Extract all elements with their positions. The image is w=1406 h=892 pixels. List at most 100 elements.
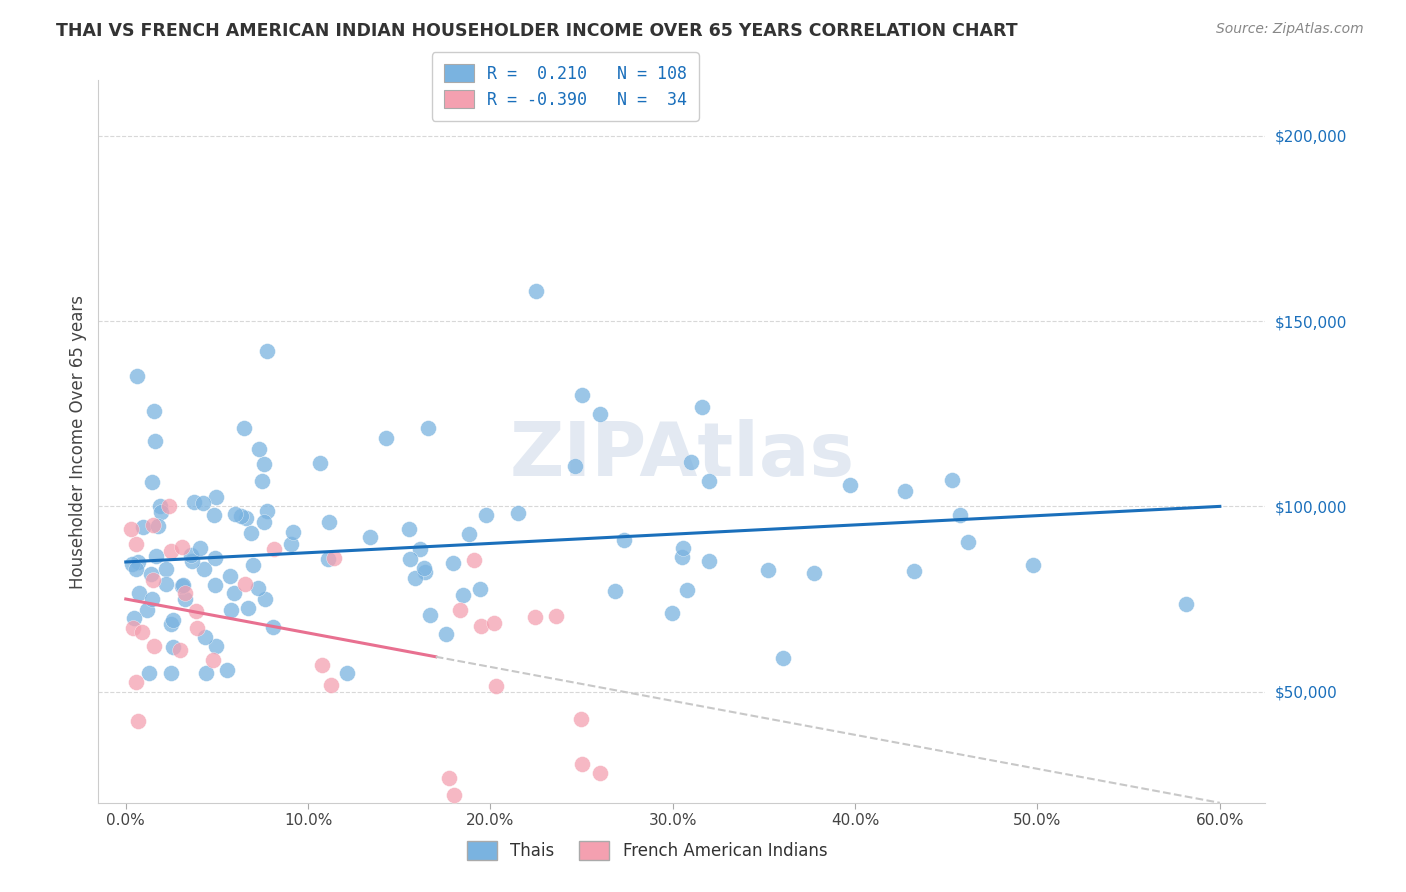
Point <box>957 534 980 549</box>
Point <box>120 522 142 536</box>
Point <box>419 607 441 622</box>
Point <box>233 577 256 591</box>
Point <box>571 388 593 402</box>
Point <box>160 616 183 631</box>
Point <box>311 657 333 672</box>
Legend: Thais, French American Indians: Thais, French American Indians <box>460 835 834 867</box>
Point <box>404 571 426 585</box>
Point <box>204 551 226 566</box>
Point <box>697 554 720 568</box>
Point <box>180 549 202 563</box>
Point <box>613 533 636 547</box>
Point <box>188 541 211 555</box>
Point <box>219 568 242 582</box>
Point <box>121 557 143 571</box>
Point <box>142 639 165 653</box>
Point <box>434 626 457 640</box>
Point <box>155 577 177 591</box>
Point <box>416 421 439 435</box>
Point <box>221 602 243 616</box>
Point <box>903 564 925 578</box>
Point <box>143 434 166 449</box>
Point <box>482 616 505 631</box>
Point <box>138 666 160 681</box>
Point <box>142 573 165 587</box>
Point <box>1021 558 1043 572</box>
Point <box>247 442 270 456</box>
Point <box>671 541 693 556</box>
Point <box>253 515 276 529</box>
Point <box>127 714 149 728</box>
Point <box>803 566 825 580</box>
Point <box>508 506 530 520</box>
Point <box>202 653 225 667</box>
Point <box>125 561 148 575</box>
Point <box>437 772 460 786</box>
Point <box>125 537 148 551</box>
Point <box>359 530 381 544</box>
Point <box>262 619 284 633</box>
Point <box>172 541 194 555</box>
Point <box>949 508 972 522</box>
Point <box>183 494 205 508</box>
Point <box>157 500 180 514</box>
Point <box>246 581 269 595</box>
Point <box>202 508 225 523</box>
Point <box>485 679 508 693</box>
Point <box>127 555 149 569</box>
Text: THAI VS FRENCH AMERICAN INDIAN HOUSEHOLDER INCOME OVER 65 YEARS CORRELATION CHAR: THAI VS FRENCH AMERICAN INDIAN HOUSEHOLD… <box>56 22 1018 40</box>
Point <box>191 495 214 509</box>
Point <box>263 542 285 557</box>
Point <box>676 582 699 597</box>
Point <box>224 507 246 521</box>
Point <box>128 586 150 600</box>
Point <box>679 455 702 469</box>
Point <box>375 431 398 445</box>
Point <box>308 456 330 470</box>
Point <box>235 511 257 525</box>
Point <box>215 663 238 677</box>
Point <box>162 614 184 628</box>
Point <box>242 558 264 572</box>
Point <box>160 544 183 558</box>
Point <box>174 585 197 599</box>
Point <box>204 578 226 592</box>
Point <box>398 523 420 537</box>
Point <box>409 541 432 556</box>
Point <box>229 508 252 523</box>
Point <box>671 549 693 564</box>
Point <box>250 475 273 489</box>
Point <box>172 578 194 592</box>
Point <box>139 567 162 582</box>
Point <box>661 606 683 620</box>
Point <box>839 478 862 492</box>
Point <box>155 562 177 576</box>
Point <box>222 585 245 599</box>
Point <box>546 608 568 623</box>
Point <box>692 400 714 414</box>
Point <box>150 505 173 519</box>
Y-axis label: Householder Income Over 65 years: Householder Income Over 65 years <box>69 294 87 589</box>
Point <box>1174 597 1197 611</box>
Point <box>125 368 148 383</box>
Point <box>463 553 485 567</box>
Point <box>186 621 208 635</box>
Point <box>524 285 547 299</box>
Point <box>458 527 481 541</box>
Point <box>413 561 436 575</box>
Point <box>571 756 593 771</box>
Point <box>194 666 217 681</box>
Point <box>449 603 471 617</box>
Point <box>603 584 626 599</box>
Point <box>233 420 256 434</box>
Point <box>124 611 146 625</box>
Point <box>475 508 498 523</box>
Point <box>941 473 963 487</box>
Point <box>236 601 259 615</box>
Point <box>316 552 339 566</box>
Point <box>149 499 172 513</box>
Point <box>571 712 593 726</box>
Point <box>256 343 278 358</box>
Point <box>589 766 612 780</box>
Point <box>142 517 165 532</box>
